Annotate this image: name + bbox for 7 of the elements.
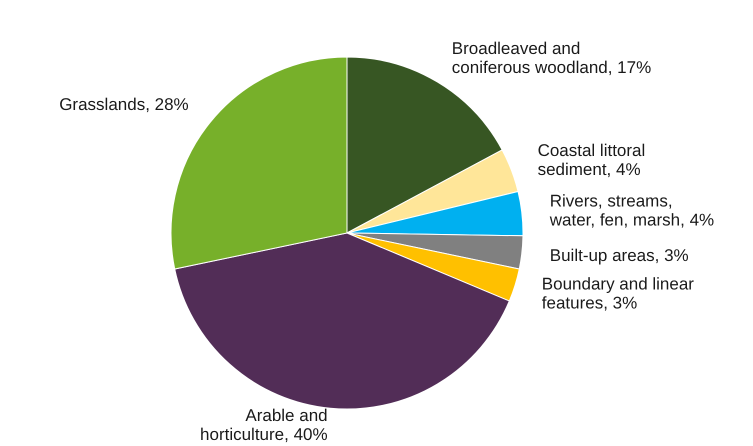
slice-label: Rivers, streams, water, fen, marsh, 4% <box>548 191 714 230</box>
slice-label: Built-up areas, 3% <box>550 246 689 266</box>
slice-label: Broadleaved and coniferous woodland, 17% <box>452 38 652 77</box>
slice-label: Coastal littoral sediment, 4% <box>538 141 646 180</box>
slice-label: Grasslands, 28% <box>59 94 189 114</box>
slice-label: Arable and horticulture, 40% <box>200 406 328 444</box>
slice-label: Boundary and linear features, 3% <box>542 274 694 313</box>
